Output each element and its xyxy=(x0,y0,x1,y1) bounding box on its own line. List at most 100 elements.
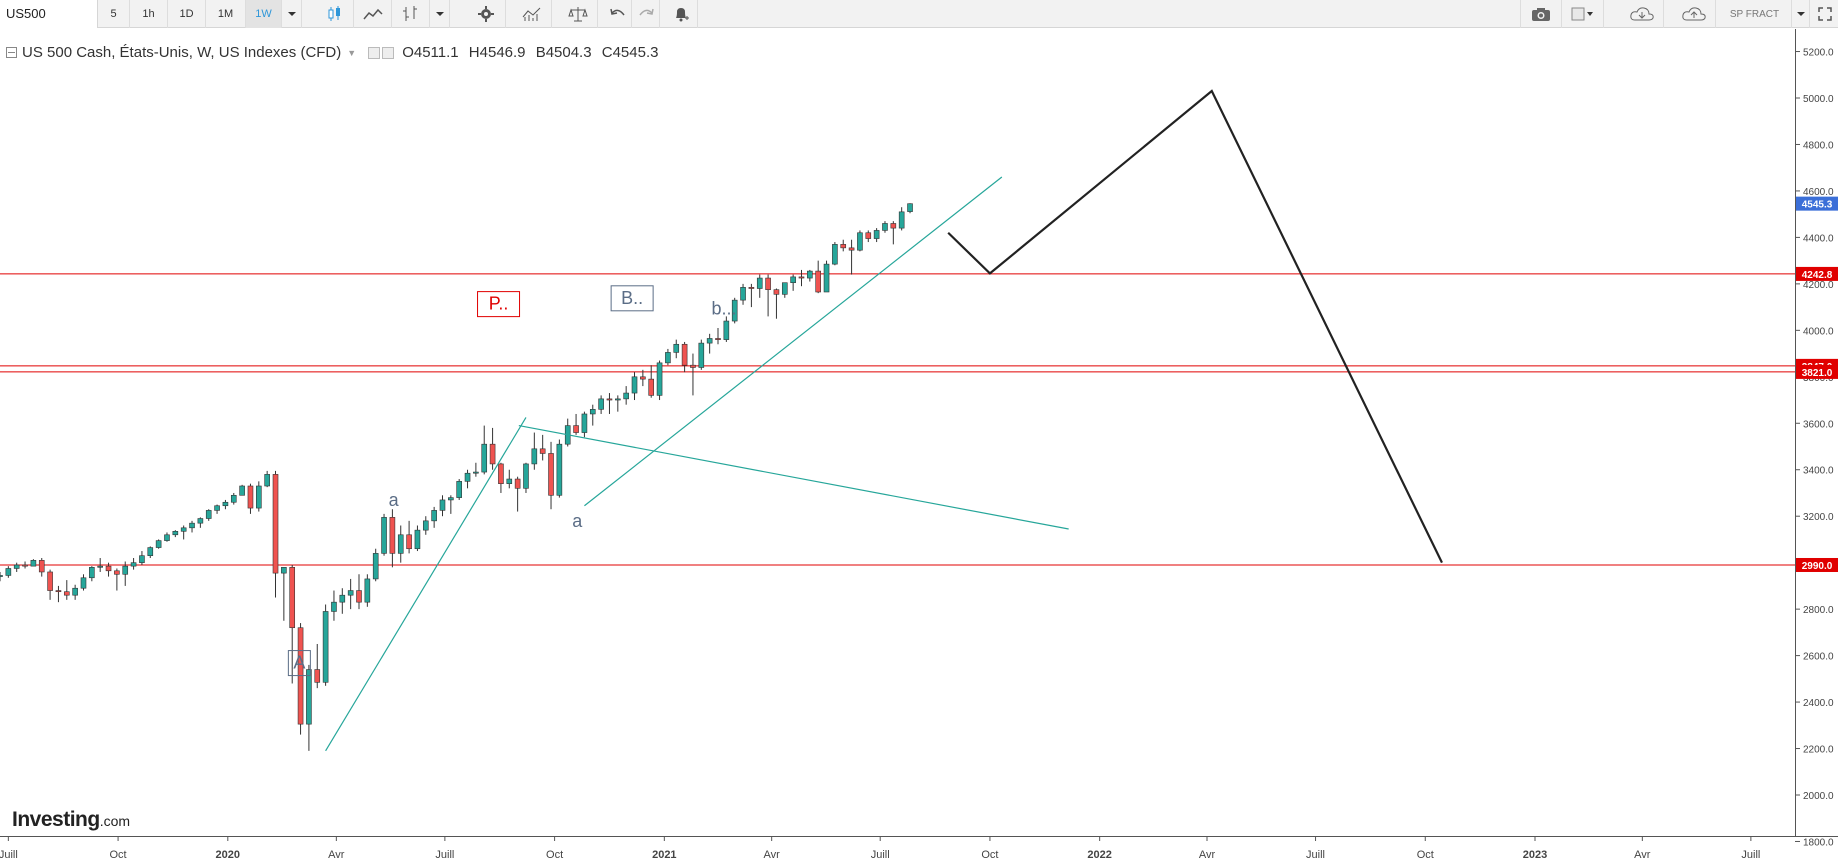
candle[interactable] xyxy=(89,566,95,582)
candle[interactable] xyxy=(180,525,187,540)
candle[interactable] xyxy=(214,504,220,514)
candle[interactable] xyxy=(790,274,796,291)
candle[interactable] xyxy=(13,562,20,572)
cloud-download-button[interactable] xyxy=(1620,0,1664,28)
candle[interactable] xyxy=(80,574,87,591)
price-chart[interactable]: 1800.02000.02200.02400.02600.02800.03000… xyxy=(0,29,1838,865)
candle[interactable] xyxy=(439,495,446,517)
legend-dropdown-icon[interactable]: ▼ xyxy=(347,47,357,58)
candle[interactable] xyxy=(147,546,154,559)
settings-button[interactable] xyxy=(466,0,506,28)
candle[interactable] xyxy=(781,282,788,298)
candle[interactable] xyxy=(414,525,421,552)
trendline[interactable] xyxy=(584,176,1003,507)
candle[interactable] xyxy=(648,365,655,398)
candle[interactable] xyxy=(807,269,813,282)
interval-1d[interactable]: 1D xyxy=(168,0,206,28)
candle[interactable] xyxy=(890,221,897,245)
candle[interactable] xyxy=(448,495,454,514)
candle[interactable] xyxy=(431,506,437,528)
interval-dropdown[interactable] xyxy=(282,0,302,28)
candle[interactable] xyxy=(698,339,705,370)
candle[interactable] xyxy=(364,574,371,607)
candle[interactable] xyxy=(848,239,855,275)
hide-series-icon[interactable] xyxy=(368,46,381,59)
annotation-label[interactable]: A xyxy=(287,650,311,677)
candle[interactable] xyxy=(230,492,237,505)
candle[interactable] xyxy=(514,476,521,512)
candle[interactable] xyxy=(322,604,329,686)
candle[interactable] xyxy=(97,558,103,572)
candle[interactable] xyxy=(22,561,28,569)
candle[interactable] xyxy=(473,462,479,477)
redo-button[interactable] xyxy=(632,0,660,28)
candle[interactable] xyxy=(665,348,671,366)
candle[interactable] xyxy=(715,328,721,345)
candle[interactable] xyxy=(731,297,738,324)
candle[interactable] xyxy=(422,516,429,535)
interval-1h[interactable]: 1h xyxy=(130,0,168,28)
candle[interactable] xyxy=(907,203,913,214)
candle[interactable] xyxy=(865,230,872,243)
annotation-label[interactable]: a xyxy=(389,490,400,510)
candles-button[interactable] xyxy=(316,0,354,28)
annotation-label[interactable]: B.. xyxy=(610,285,654,312)
candle[interactable] xyxy=(389,509,396,568)
candle[interactable] xyxy=(164,532,170,542)
candle[interactable] xyxy=(372,548,379,582)
candle[interactable] xyxy=(356,574,362,610)
trendline[interactable] xyxy=(325,417,527,752)
candle[interactable] xyxy=(314,643,321,689)
candle[interactable] xyxy=(740,283,746,305)
candle[interactable] xyxy=(381,513,387,556)
candle[interactable] xyxy=(598,395,604,414)
candle[interactable] xyxy=(606,393,613,414)
candle[interactable] xyxy=(748,283,755,308)
layout-button[interactable] xyxy=(1562,0,1604,28)
candle[interactable] xyxy=(623,386,629,405)
snapshot-button[interactable] xyxy=(1520,0,1562,28)
candle[interactable] xyxy=(581,411,588,438)
collapse-legend-icon[interactable] xyxy=(6,47,17,58)
candle[interactable] xyxy=(723,316,730,342)
candle[interactable] xyxy=(172,530,179,538)
candle[interactable] xyxy=(773,288,780,319)
candle[interactable] xyxy=(222,499,229,510)
candle[interactable] xyxy=(397,525,404,563)
candle[interactable] xyxy=(882,221,888,233)
candle[interactable] xyxy=(205,509,212,521)
candle[interactable] xyxy=(481,425,488,475)
candle[interactable] xyxy=(130,558,137,570)
candle[interactable] xyxy=(155,539,162,549)
candle[interactable] xyxy=(832,242,838,266)
candle[interactable] xyxy=(47,569,53,600)
indicators-button[interactable] xyxy=(512,0,552,28)
candle[interactable] xyxy=(873,228,880,243)
candle[interactable] xyxy=(72,584,78,600)
candle[interactable] xyxy=(247,483,254,514)
candle[interactable] xyxy=(573,413,579,435)
candle[interactable] xyxy=(139,551,145,565)
candle[interactable] xyxy=(823,260,830,293)
drawing-tools-button[interactable] xyxy=(392,0,430,28)
candle[interactable] xyxy=(756,274,763,298)
trendline[interactable] xyxy=(518,425,1069,530)
series-settings-icon[interactable] xyxy=(382,46,395,59)
cloud-upload-button[interactable] xyxy=(1672,0,1716,28)
annotation-label[interactable]: b... xyxy=(711,298,736,318)
candle[interactable] xyxy=(272,470,279,598)
candle[interactable] xyxy=(114,568,120,591)
candle[interactable] xyxy=(347,578,354,610)
user-dropdown[interactable] xyxy=(1792,0,1810,28)
candle[interactable] xyxy=(339,588,346,614)
candle[interactable] xyxy=(815,260,821,294)
candle[interactable] xyxy=(765,274,771,317)
fullscreen-button[interactable] xyxy=(1812,0,1838,28)
annotation-label[interactable]: a xyxy=(572,511,583,531)
candle[interactable] xyxy=(840,239,847,252)
candle[interactable] xyxy=(857,230,863,252)
user-menu[interactable]: SP FRACT xyxy=(1718,0,1792,28)
candle[interactable] xyxy=(189,520,195,533)
candle[interactable] xyxy=(506,469,513,489)
candle[interactable] xyxy=(264,470,270,488)
